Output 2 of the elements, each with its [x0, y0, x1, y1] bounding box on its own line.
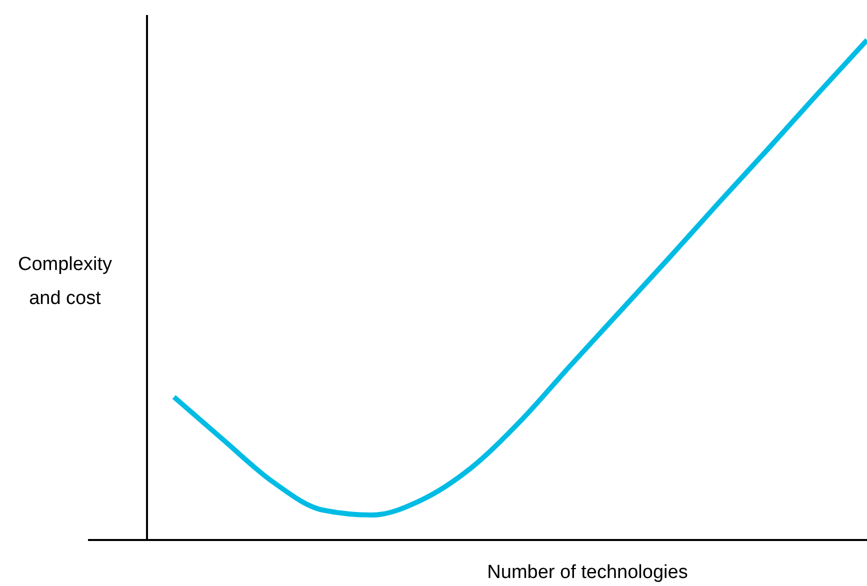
x-axis-title: Number of technologies — [487, 562, 688, 583]
y-axis-title: Complexity and cost — [17, 253, 113, 311]
